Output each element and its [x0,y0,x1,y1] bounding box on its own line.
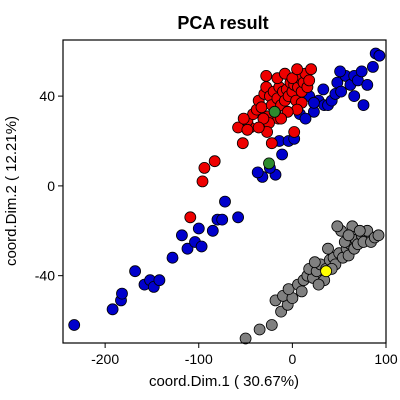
plot-frame [62,39,387,344]
x-tick-label: -100 [185,351,213,367]
data-point-series-1 [288,126,301,138]
data-point-series-0 [68,319,81,331]
data-points [68,47,386,345]
data-point-series-1 [198,161,211,174]
data-point-series-1 [265,137,278,150]
data-point-series-1 [291,63,304,76]
data-point-series-0 [366,61,379,73]
data-point-series-0 [219,195,231,208]
data-point-series-0 [355,65,368,78]
data-point-series-2 [331,220,344,233]
data-point-series-1 [305,63,318,76]
data-point-series-0 [232,211,245,224]
x-tick-label: -200 [91,351,119,367]
data-point-series-0 [361,79,374,91]
x-axis-label: coord.Dim.1 ( 30.67%) [149,373,299,390]
data-point-series-0 [307,96,320,109]
data-point-series-1 [236,137,249,150]
data-point-series-1 [208,155,221,168]
data-point-series-0 [216,213,229,226]
data-point-series-0 [206,224,219,237]
data-point-series-2 [312,278,325,291]
data-point-series-2 [282,283,295,296]
data-point-series-0 [181,242,194,255]
data-point-series-0 [195,240,208,253]
chart-title: PCA result [177,13,268,33]
data-point-series-1 [260,70,273,82]
data-point-series-0 [166,251,179,264]
data-point-series-2 [353,224,366,237]
data-point-series-0 [129,265,142,278]
data-point-series-1 [237,112,250,125]
data-point-series-0 [357,99,370,111]
data-point-series-0 [348,90,361,102]
data-point-series-3 [268,105,281,118]
axis-ticks: -200 -100 0 100 -40 0 40 [35,88,398,367]
data-point-series-1 [241,123,254,136]
data-point-series-0 [192,222,205,235]
data-point-series-1 [252,121,265,134]
data-point-series-2 [322,242,334,255]
data-point-series-1 [184,211,197,224]
data-point-series-4 [320,265,333,278]
data-point-series-0 [317,83,330,96]
data-point-series-0 [175,229,188,242]
y-tick-label: -40 [35,268,55,284]
data-point-series-1 [196,175,209,188]
x-tick-label: 100 [374,351,398,367]
data-point-series-0 [116,287,128,300]
y-tick-label: 0 [47,178,55,194]
y-tick-label: 40 [39,88,55,104]
data-point-series-0 [153,274,166,287]
data-point-series-2 [372,229,385,242]
data-point-series-0 [335,85,348,98]
x-tick-label: 0 [288,351,296,367]
data-point-series-2 [253,323,266,336]
data-point-series-2 [265,319,278,331]
data-point-series-0 [299,112,312,125]
data-point-series-2 [239,332,252,345]
data-point-series-0 [373,49,386,62]
data-point-series-1 [303,74,316,87]
data-point-series-0 [106,303,119,316]
data-point-series-0 [276,148,289,161]
data-point-series-0 [334,65,347,78]
y-axis-label: coord.Dim.2 ( 12.21%) [3,116,20,266]
data-point-series-2 [295,285,308,298]
data-point-series-0 [251,166,264,179]
data-point-series-3 [263,157,275,170]
data-point-series-2 [308,256,321,269]
data-point-series-2 [342,229,355,242]
